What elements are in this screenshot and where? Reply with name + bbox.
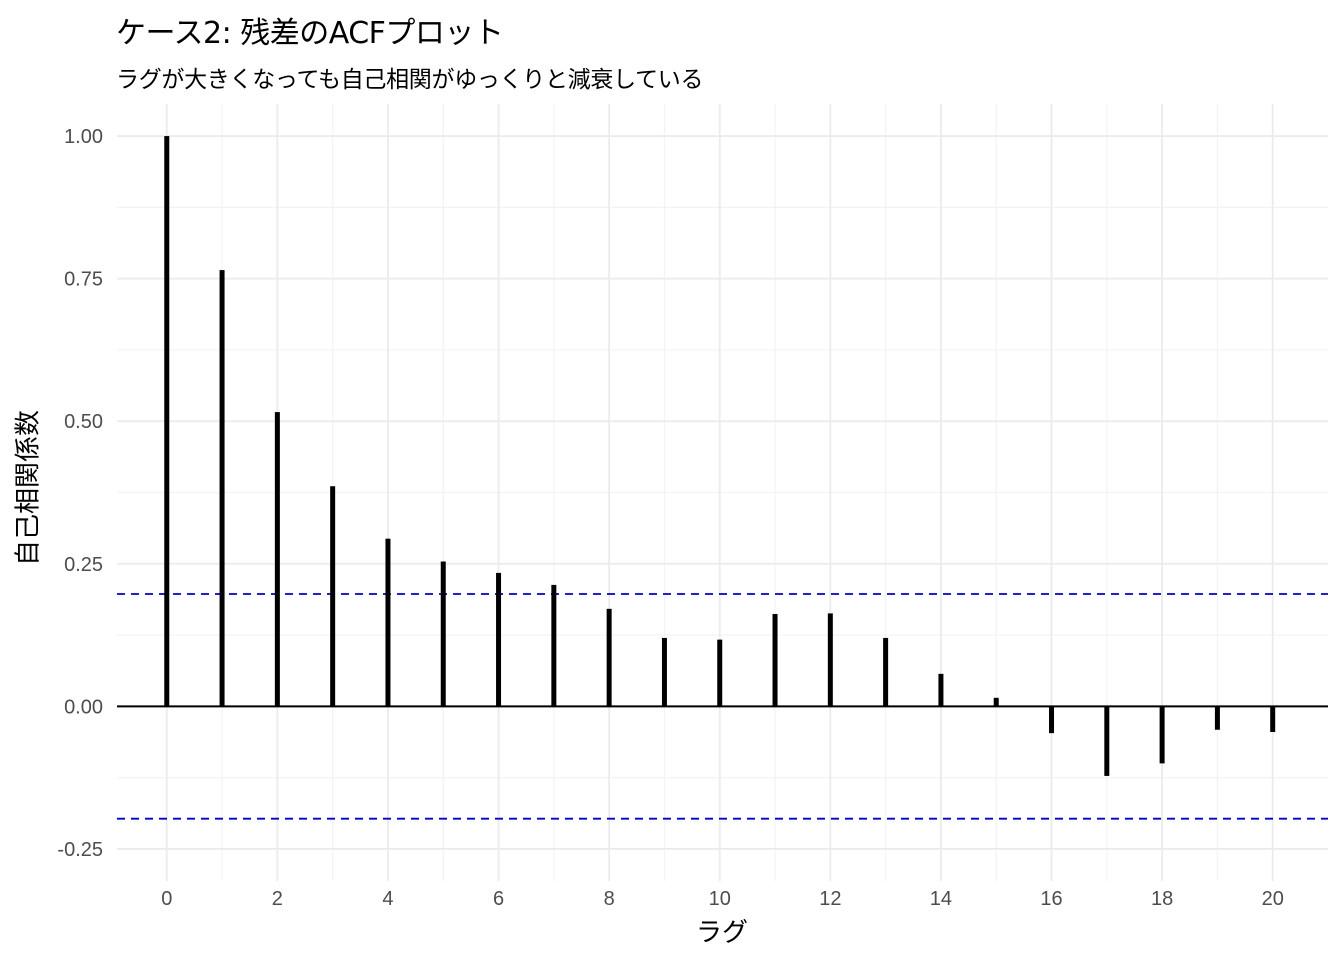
y-tick-label: 0.00 (64, 696, 103, 718)
acf-bar-lag-4 (385, 538, 391, 707)
chart-subtitle: ラグが大きくなっても自己相関がゆっくりと減衰している (116, 67, 704, 93)
acf-bar-lag-13 (883, 637, 889, 707)
acf-bar-lag-1 (219, 270, 225, 707)
x-tick-label: 12 (819, 888, 841, 910)
acf-bar-lag-3 (330, 486, 336, 707)
x-tick-label: 10 (709, 888, 731, 910)
acf-bar-lag-5 (440, 561, 446, 707)
acf-bar-lag-11 (772, 613, 778, 707)
x-tick-label: 20 (1262, 888, 1284, 910)
x-tick-label: 14 (930, 888, 952, 910)
acf-bar-lag-15 (993, 697, 999, 707)
y-tick-label: 0.75 (64, 269, 103, 291)
acf-bar-lag-14 (938, 673, 944, 707)
acf-bar-lag-10 (717, 639, 723, 707)
chart-title: ケース2: 残差のACFプロット (116, 16, 504, 51)
acf-bar-lag-18 (1159, 706, 1165, 764)
acf-bar-lag-0 (164, 136, 170, 707)
acf-bar-lag-8 (606, 608, 612, 707)
x-tick-label: 16 (1040, 888, 1062, 910)
acf-bar-lag-19 (1214, 706, 1220, 730)
acf-bar-lag-7 (551, 584, 557, 707)
y-tick-label: -0.25 (57, 839, 103, 861)
acf-bar-lag-17 (1104, 706, 1110, 776)
x-axis-label: ラグ (695, 918, 749, 948)
y-tick-label: 1.00 (64, 126, 103, 148)
acf-bar-lag-20 (1270, 706, 1276, 733)
acf-bar-lag-12 (827, 613, 833, 707)
acf-bar-lag-9 (661, 637, 667, 707)
x-tick-label: 2 (272, 888, 283, 910)
y-tick-label: 0.50 (64, 411, 103, 433)
y-tick-label: 0.25 (64, 554, 103, 576)
x-tick-label: 8 (604, 888, 615, 910)
acf-bar-lag-6 (496, 572, 502, 707)
x-tick-label: 6 (493, 888, 504, 910)
x-tick-label: 18 (1151, 888, 1173, 910)
acf-bar-lag-16 (1049, 706, 1055, 734)
x-tick-label: 4 (382, 888, 393, 910)
x-tick-label: 0 (161, 888, 172, 910)
acf-bar-lag-2 (274, 412, 280, 707)
